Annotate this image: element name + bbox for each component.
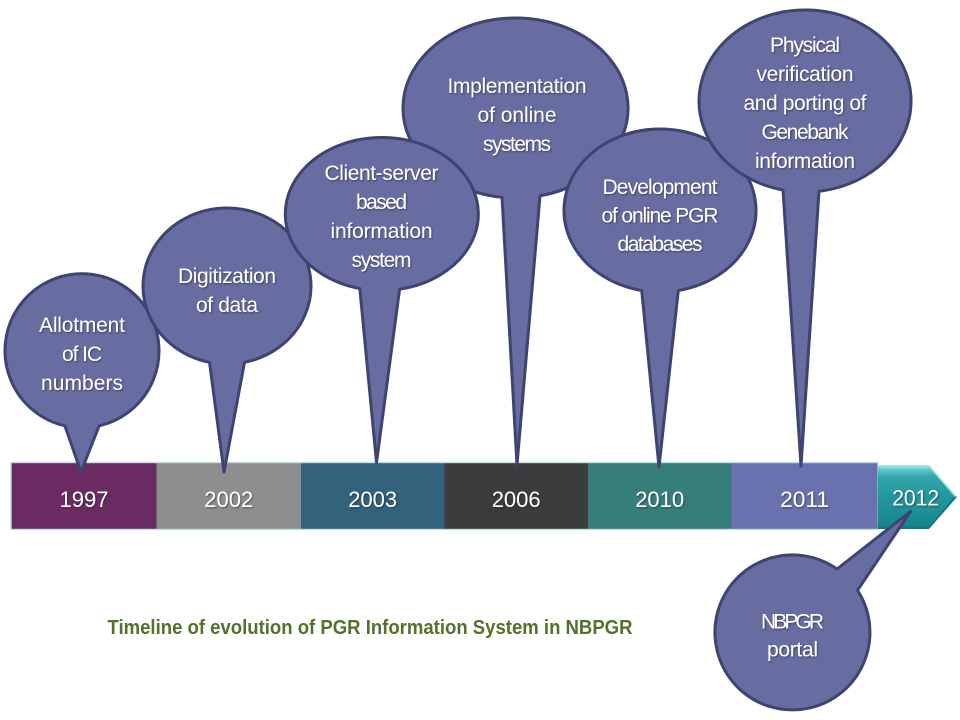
svg-text:system: system bbox=[352, 249, 412, 272]
svg-text:Implementation: Implementation bbox=[448, 75, 587, 98]
svg-text:Timeline of evolution of PGR I: Timeline of evolution of PGR Information… bbox=[108, 616, 633, 639]
svg-text:2012: 2012 bbox=[892, 486, 939, 511]
svg-text:of IC: of IC bbox=[62, 343, 102, 366]
svg-text:information: information bbox=[331, 220, 433, 243]
svg-text:verification: verification bbox=[757, 63, 854, 86]
svg-text:NBPGR: NBPGR bbox=[761, 611, 824, 634]
svg-text:of online: of online bbox=[478, 104, 557, 127]
svg-text:Client-server: Client-server bbox=[325, 162, 439, 185]
svg-text:2011: 2011 bbox=[780, 487, 829, 512]
svg-text:of online PGR: of online PGR bbox=[602, 205, 719, 228]
svg-text:and porting of: and porting of bbox=[744, 92, 867, 115]
svg-text:Development: Development bbox=[603, 176, 718, 199]
svg-text:2010: 2010 bbox=[635, 487, 684, 512]
svg-text:databases: databases bbox=[618, 233, 703, 256]
svg-text:Physical: Physical bbox=[770, 34, 840, 57]
svg-text:2002: 2002 bbox=[204, 487, 253, 512]
svg-text:information: information bbox=[755, 150, 855, 173]
svg-text:Genebank: Genebank bbox=[762, 121, 850, 144]
svg-text:portal: portal bbox=[767, 639, 818, 662]
svg-text:of data: of data bbox=[196, 294, 258, 317]
svg-text:systems: systems bbox=[483, 133, 551, 156]
svg-text:2003: 2003 bbox=[348, 487, 397, 512]
svg-text:2006: 2006 bbox=[492, 487, 541, 512]
svg-text:based: based bbox=[356, 191, 407, 214]
svg-text:1997: 1997 bbox=[60, 487, 109, 512]
svg-text:Digitization: Digitization bbox=[178, 265, 276, 288]
svg-text:numbers: numbers bbox=[41, 372, 123, 395]
svg-text:Allotment: Allotment bbox=[39, 314, 125, 337]
